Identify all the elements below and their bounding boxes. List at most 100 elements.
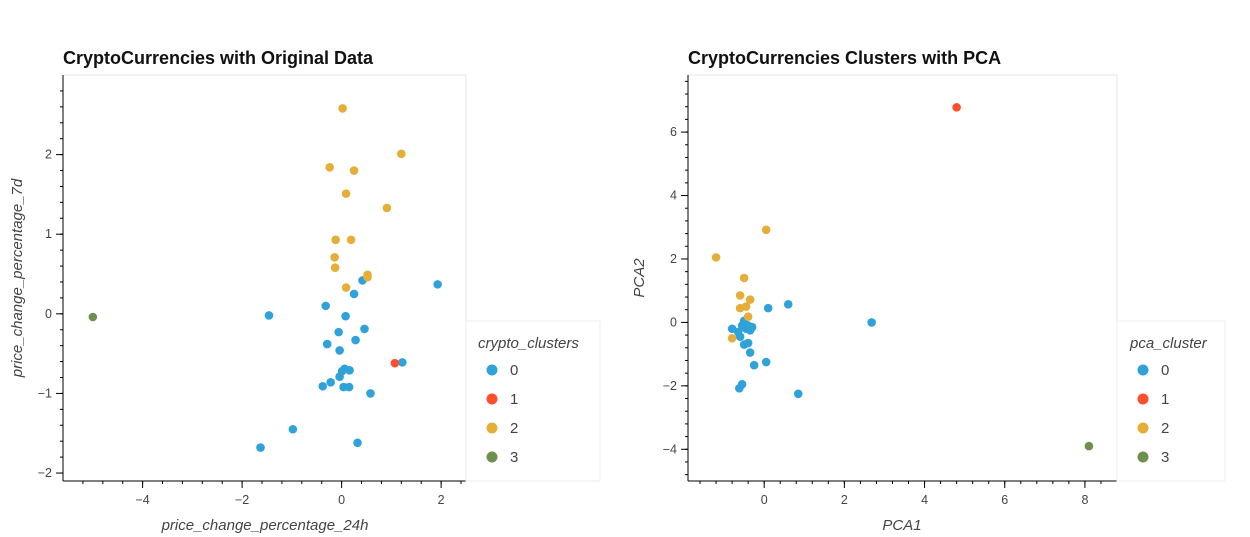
data-point-cluster-0[interactable] xyxy=(763,303,773,313)
data-point-cluster-0[interactable] xyxy=(735,332,745,341)
axis-ticks: −4 −2 0 2 −2 −1 0 1 2 xyxy=(38,75,466,507)
data-point-cluster-0[interactable] xyxy=(867,318,876,327)
data-point-cluster-2[interactable] xyxy=(743,312,753,321)
data-point-cluster-0[interactable] xyxy=(318,381,328,391)
y-tick-label: −4 xyxy=(663,442,677,456)
data-point-cluster-0[interactable] xyxy=(351,335,360,345)
data-point-cluster-2[interactable] xyxy=(325,163,334,172)
data-point-cluster-0[interactable] xyxy=(783,300,793,309)
legend-swatch-0 xyxy=(486,364,498,376)
scatter-points xyxy=(711,103,1094,451)
legend-label: 2 xyxy=(510,420,518,437)
data-point-cluster-1[interactable] xyxy=(952,103,961,112)
data-point-cluster-0[interactable] xyxy=(366,389,375,398)
y-tick-label: 0 xyxy=(670,315,677,329)
y-tick-label: −2 xyxy=(663,379,677,393)
x-tick-label: 4 xyxy=(921,493,928,507)
data-point-cluster-1[interactable] xyxy=(390,358,400,368)
y-tick-label: 6 xyxy=(670,125,677,139)
legend-label: 1 xyxy=(510,391,518,408)
data-point-cluster-0[interactable] xyxy=(341,311,350,321)
data-point-cluster-0[interactable] xyxy=(334,327,343,337)
legend-swatch-3 xyxy=(1137,451,1149,463)
data-point-cluster-0[interactable] xyxy=(326,377,335,387)
data-point-cluster-0[interactable] xyxy=(793,389,803,399)
y-axis-label: price_change_percentage_7d xyxy=(9,178,26,378)
data-point-cluster-0[interactable] xyxy=(745,348,755,357)
chart-pca-clusters: CryptoCurrencies Clusters with PCA 0 2 4 6 8… xyxy=(631,48,1226,534)
legend-label: 1 xyxy=(1161,391,1169,408)
data-point-cluster-0[interactable] xyxy=(398,358,407,367)
chart-title: CryptoCurrencies with Original Data xyxy=(63,48,374,68)
data-point-cluster-2[interactable] xyxy=(739,273,749,283)
data-point-cluster-0[interactable] xyxy=(322,339,332,349)
data-point-cluster-0[interactable] xyxy=(735,384,744,393)
legend-label: 2 xyxy=(1161,420,1169,437)
plot-area[interactable] xyxy=(62,74,467,482)
data-point-cluster-2[interactable] xyxy=(341,283,351,292)
chart-title: CryptoCurrencies Clusters with PCA xyxy=(688,48,1001,68)
data-point-cluster-2[interactable] xyxy=(382,203,392,213)
y-tick-label: 4 xyxy=(670,189,677,203)
data-point-cluster-2[interactable] xyxy=(727,333,737,343)
legend-title: crypto_clusters xyxy=(478,335,579,352)
y-tick-label: 2 xyxy=(45,148,52,162)
data-point-cluster-2[interactable] xyxy=(761,225,771,235)
y-tick-label: 2 xyxy=(670,252,677,266)
legend-swatch-2 xyxy=(486,422,498,434)
data-point-cluster-0[interactable] xyxy=(288,424,298,434)
y-tick-label: 0 xyxy=(45,307,52,321)
legend: pca_cluster 0 1 2 3 xyxy=(1116,320,1226,482)
legend-label: 3 xyxy=(1161,449,1169,466)
data-point-cluster-2[interactable] xyxy=(735,291,745,300)
data-point-cluster-0[interactable] xyxy=(349,289,359,299)
data-point-cluster-0[interactable] xyxy=(353,438,362,448)
x-tick-label: 0 xyxy=(338,493,345,507)
data-point-cluster-0[interactable] xyxy=(344,382,354,392)
data-point-cluster-0[interactable] xyxy=(335,346,344,355)
plot-area[interactable] xyxy=(687,74,1118,482)
data-point-cluster-0[interactable] xyxy=(264,311,274,320)
data-point-cluster-2[interactable] xyxy=(349,166,359,175)
x-tick-label: 6 xyxy=(1001,493,1008,507)
legend-label: 0 xyxy=(1161,362,1169,379)
data-point-cluster-0[interactable] xyxy=(761,357,771,367)
data-point-cluster-2[interactable] xyxy=(338,104,347,113)
data-point-cluster-0[interactable] xyxy=(747,322,757,332)
data-point-cluster-3[interactable] xyxy=(1084,441,1094,451)
data-point-cluster-2[interactable] xyxy=(711,253,721,262)
data-point-cluster-2[interactable] xyxy=(330,253,339,262)
x-tick-label: 2 xyxy=(841,493,848,507)
legend-swatch-1 xyxy=(1137,393,1149,405)
data-point-cluster-2[interactable] xyxy=(745,295,755,304)
data-point-cluster-0[interactable] xyxy=(743,338,753,348)
data-point-cluster-0[interactable] xyxy=(321,301,330,311)
data-point-cluster-0[interactable] xyxy=(749,360,759,370)
data-point-cluster-2[interactable] xyxy=(735,303,745,313)
y-tick-label: 1 xyxy=(45,227,52,241)
data-point-cluster-2[interactable] xyxy=(397,149,406,159)
x-tick-label: −4 xyxy=(135,493,149,507)
data-point-cluster-0[interactable] xyxy=(360,324,369,334)
y-tick-label: −1 xyxy=(38,386,52,400)
legend-box xyxy=(1116,320,1226,482)
x-tick-label: −2 xyxy=(235,493,249,507)
legend-label: 0 xyxy=(510,362,518,379)
y-tick-label: −2 xyxy=(38,466,52,480)
data-point-cluster-0[interactable] xyxy=(345,366,354,375)
x-tick-label: 8 xyxy=(1081,493,1088,507)
data-point-cluster-2[interactable] xyxy=(331,235,340,245)
data-point-cluster-2[interactable] xyxy=(341,189,351,198)
axis-ticks: 0 2 4 6 8 −4 −2 0 2 4 6 xyxy=(663,75,1117,507)
data-point-cluster-2[interactable] xyxy=(346,235,356,245)
legend-title: pca_cluster xyxy=(1129,335,1208,352)
data-point-cluster-0[interactable] xyxy=(256,443,265,452)
data-point-cluster-0[interactable] xyxy=(433,280,442,289)
legend-swatch-0 xyxy=(1137,364,1149,376)
legend-swatch-2 xyxy=(1137,422,1149,434)
data-point-cluster-2[interactable] xyxy=(330,263,340,272)
data-point-cluster-3[interactable] xyxy=(88,312,98,322)
data-point-cluster-2[interactable] xyxy=(363,272,372,282)
legend-label: 3 xyxy=(510,449,518,466)
